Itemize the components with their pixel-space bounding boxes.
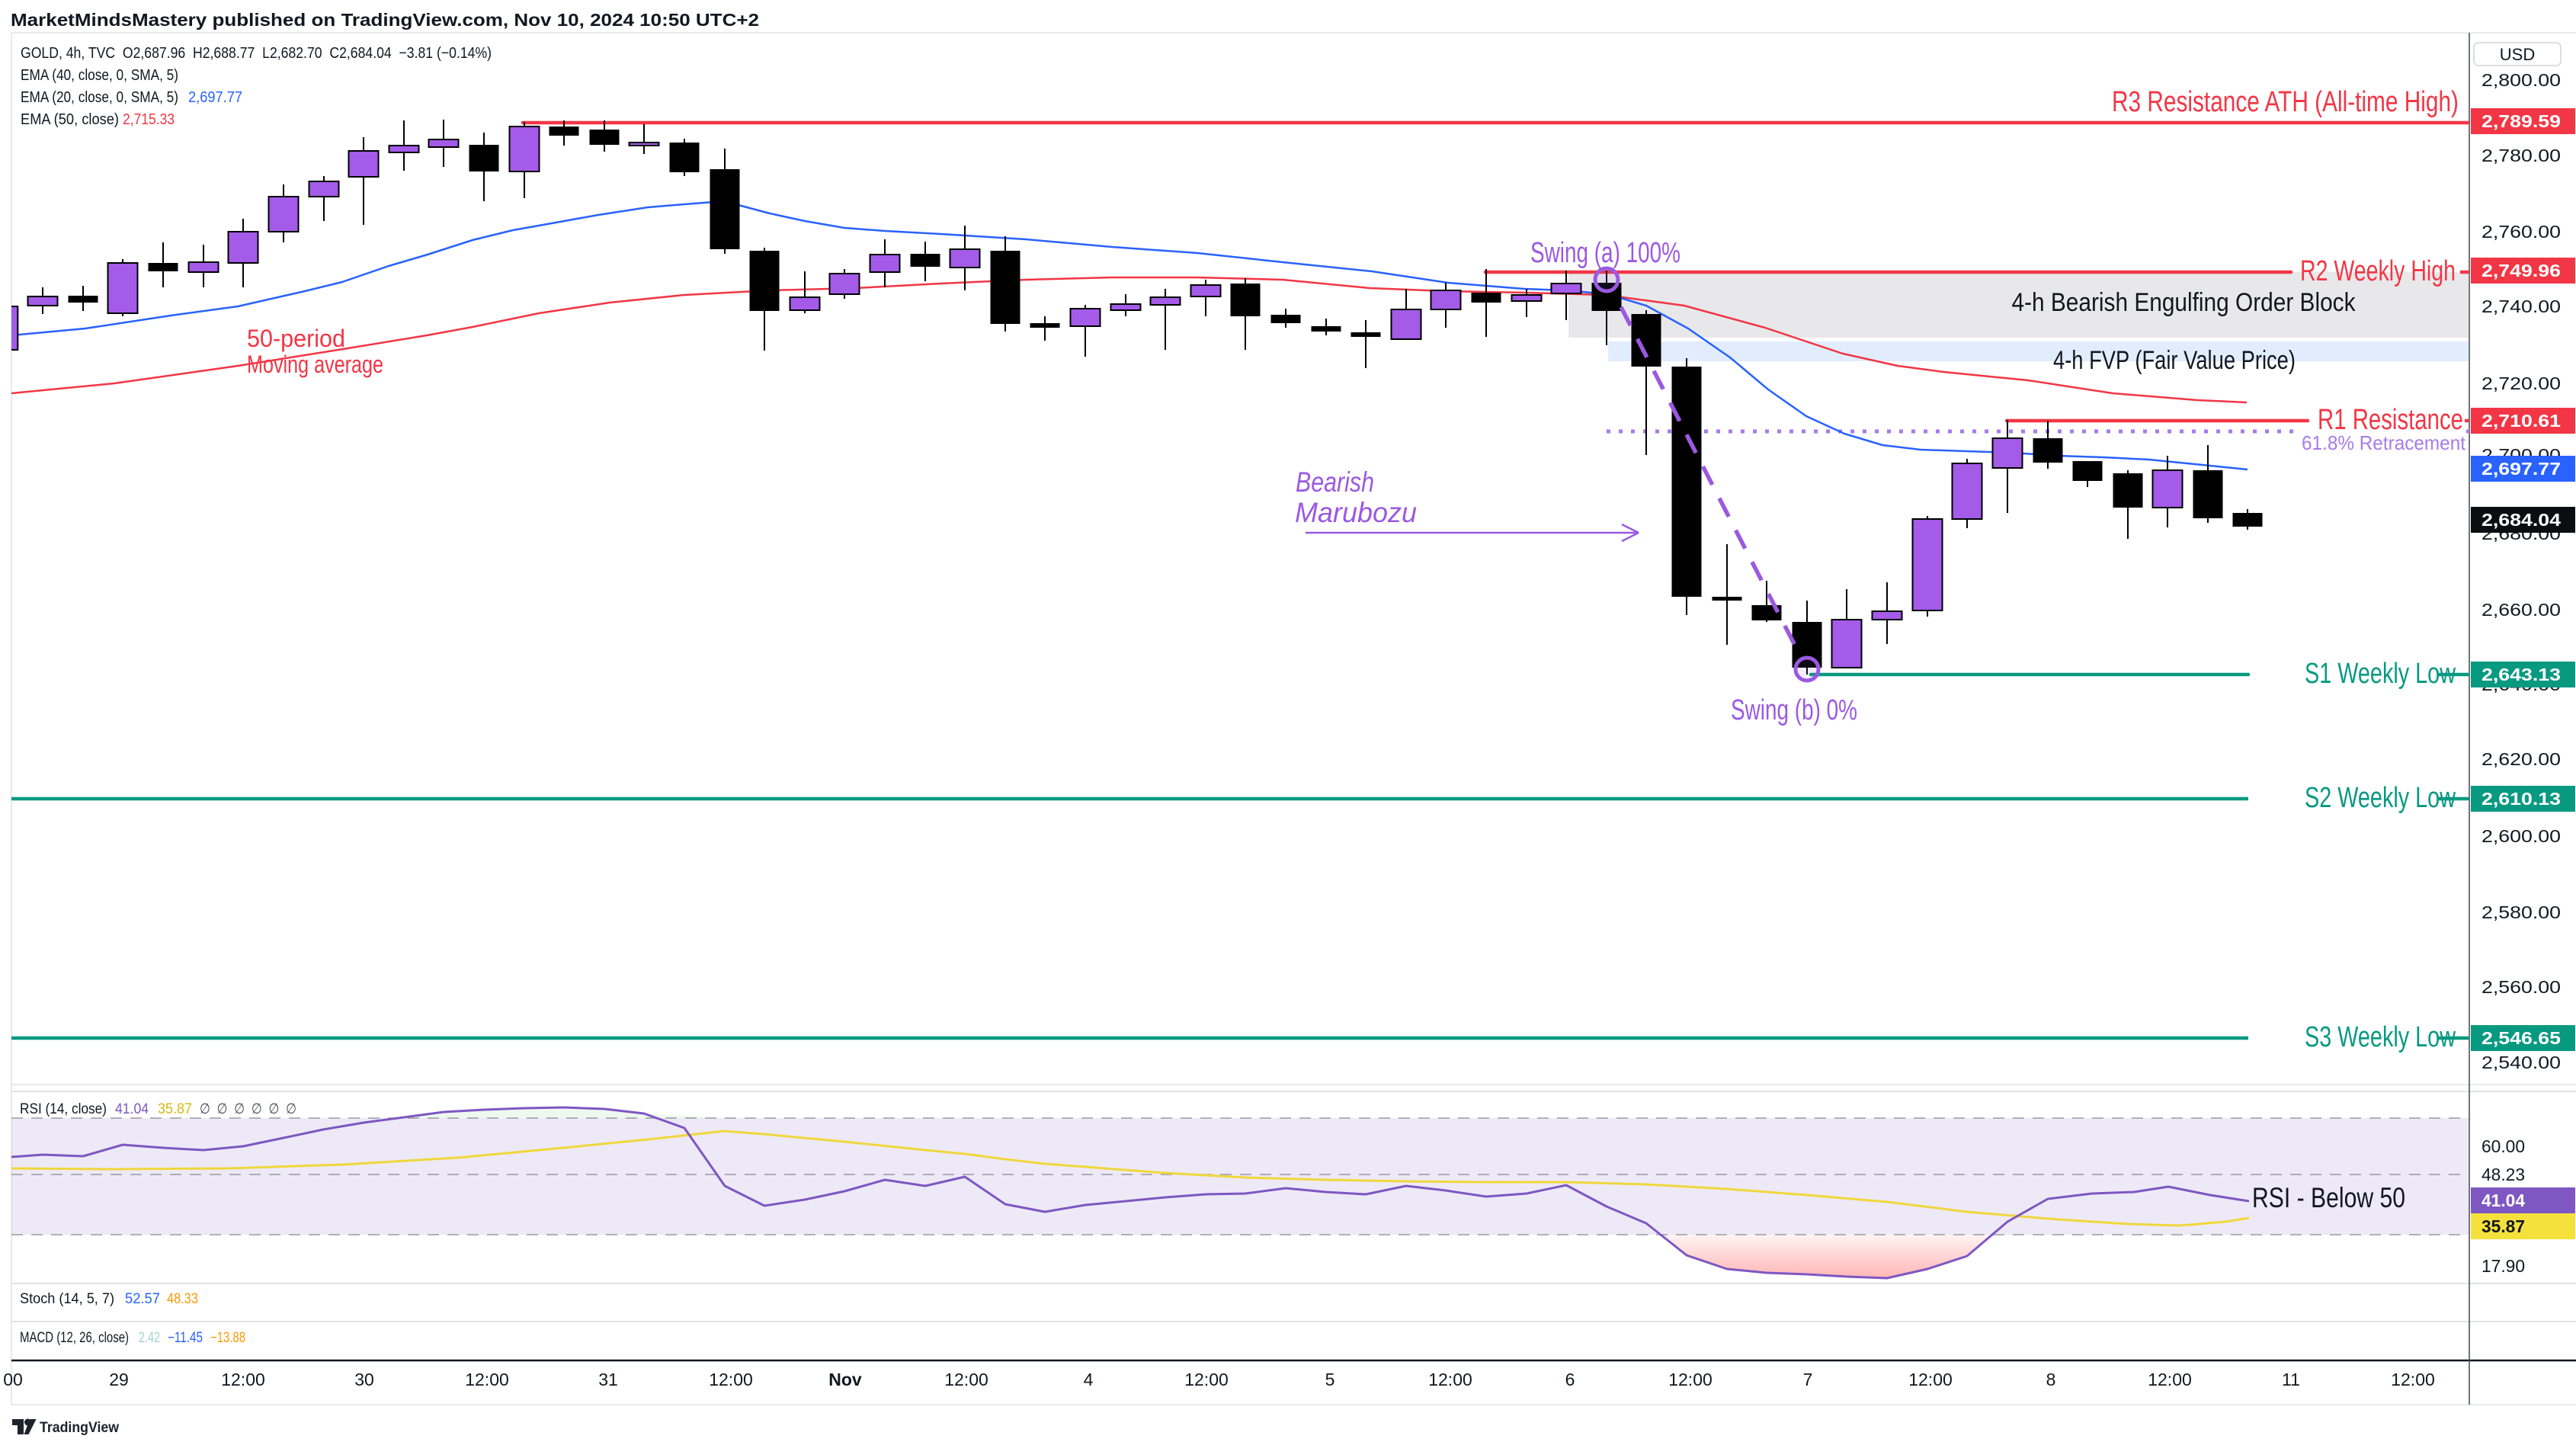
svg-text:12:00: 12:00: [2391, 1370, 2435, 1389]
svg-text:35.87: 35.87: [158, 1101, 192, 1117]
svg-text:EMA (50, close): EMA (50, close): [21, 111, 119, 128]
svg-text:MarketMindsMastery published o: MarketMindsMastery published on TradingV…: [11, 10, 759, 30]
svg-text:4: 4: [1084, 1370, 1094, 1389]
svg-text:2,780.00: 2,780.00: [2481, 146, 2561, 165]
svg-text:R1 Resistance: R1 Resistance: [2318, 404, 2463, 436]
svg-text:61.8% Retracement: 61.8% Retracement: [2302, 431, 2466, 454]
svg-text:2.42: 2.42: [139, 1330, 160, 1346]
svg-text:2,620.00: 2,620.00: [2481, 749, 2561, 769]
svg-text:2,660.00: 2,660.00: [2481, 600, 2561, 620]
svg-text:2,610.13: 2,610.13: [2481, 789, 2561, 809]
svg-text:41.04: 41.04: [2481, 1190, 2525, 1210]
svg-text:MACD (12, 26, close): MACD (12, 26, close): [20, 1330, 129, 1346]
svg-text:41.04: 41.04: [115, 1101, 149, 1117]
svg-text:12:00: 12:00: [709, 1370, 753, 1389]
svg-text:2,697.77: 2,697.77: [2481, 459, 2561, 479]
svg-text:2,710.61: 2,710.61: [2481, 411, 2561, 431]
svg-text:EMA (20, close, 0, SMA, 5): EMA (20, close, 0, SMA, 5): [21, 89, 178, 106]
svg-text:2,540.00: 2,540.00: [2481, 1053, 2561, 1072]
svg-text:4-h FVP (Fair Value Price): 4-h FVP (Fair Value Price): [2053, 346, 2296, 375]
svg-text:12:00: 12:00: [1184, 1370, 1229, 1389]
svg-text:2,560.00: 2,560.00: [2481, 977, 2561, 997]
svg-text:Nov: Nov: [828, 1370, 862, 1389]
svg-text:52.57: 52.57: [125, 1291, 160, 1307]
svg-text:2,720.00: 2,720.00: [2481, 373, 2561, 393]
svg-text:17.90: 17.90: [2481, 1256, 2525, 1276]
svg-text:8: 8: [2046, 1370, 2056, 1389]
svg-text:12:00: 12:00: [2148, 1370, 2192, 1389]
svg-text:12:00: 12:00: [1908, 1370, 1953, 1389]
svg-text:30: 30: [354, 1370, 374, 1389]
svg-text:S1 Weekly Low: S1 Weekly Low: [2305, 658, 2456, 690]
svg-text:48.33: 48.33: [167, 1291, 198, 1307]
svg-text:R2 Weekly High: R2 Weekly High: [2300, 255, 2456, 287]
svg-text:6: 6: [1565, 1370, 1575, 1389]
svg-text:12:00: 12:00: [944, 1370, 988, 1389]
svg-text:Moving average: Moving average: [247, 351, 383, 378]
svg-text:12:00: 12:00: [1668, 1370, 1713, 1389]
svg-text:EMA (40, close, 0, SMA, 5): EMA (40, close, 0, SMA, 5): [21, 67, 178, 84]
svg-text:USD: USD: [2500, 45, 2535, 64]
svg-text:12:00: 12:00: [221, 1370, 265, 1389]
svg-text:2,600.00: 2,600.00: [2481, 826, 2561, 846]
svg-text:Stoch (14, 5, 7): Stoch (14, 5, 7): [20, 1291, 114, 1307]
svg-text:2,740.00: 2,740.00: [2481, 296, 2561, 316]
svg-text:Swing (b) 0%: Swing (b) 0%: [1731, 694, 1857, 726]
svg-text:12:00: 12:00: [1428, 1370, 1472, 1389]
svg-text:2,760.00: 2,760.00: [2481, 222, 2561, 242]
svg-text:5: 5: [1325, 1370, 1335, 1389]
svg-text:35.87: 35.87: [2481, 1216, 2525, 1236]
svg-text:00: 00: [3, 1370, 23, 1389]
svg-text:Swing (a) 100%: Swing (a) 100%: [1530, 237, 1680, 269]
svg-text:2,800.00: 2,800.00: [2481, 70, 2561, 90]
svg-text:∅ ∅ ∅ ∅ ∅ ∅: ∅ ∅ ∅ ∅ ∅ ∅: [200, 1101, 296, 1117]
svg-text:2,697.77: 2,697.77: [188, 89, 242, 106]
svg-text:11: 11: [2282, 1370, 2300, 1389]
svg-text:S2 Weekly Low: S2 Weekly Low: [2305, 782, 2456, 814]
svg-text:RSI (14, close): RSI (14, close): [20, 1101, 107, 1117]
svg-text:2,749.96: 2,749.96: [2481, 261, 2561, 280]
svg-text:−13.88: −13.88: [210, 1330, 245, 1346]
svg-text:GOLD, 4h, TVC O2,687.96 H2,6: GOLD, 4h, TVC O2,687.96 H2,688.77 L2,682…: [21, 45, 492, 62]
svg-text:Marubozu: Marubozu: [1295, 497, 1417, 528]
svg-text:2,684.04: 2,684.04: [2481, 510, 2561, 530]
svg-text:TradingView: TradingView: [40, 1420, 119, 1436]
svg-text:29: 29: [109, 1370, 129, 1389]
svg-text:2,643.13: 2,643.13: [2481, 665, 2561, 684]
svg-text:2,715.33: 2,715.33: [123, 111, 175, 128]
svg-text:48.23: 48.23: [2481, 1165, 2525, 1184]
svg-text:50-period: 50-period: [247, 325, 345, 352]
svg-text:RSI - Below 50: RSI - Below 50: [2252, 1182, 2405, 1213]
svg-text:12:00: 12:00: [465, 1370, 509, 1389]
svg-text:2,789.59: 2,789.59: [2481, 111, 2561, 131]
svg-text:2,580.00: 2,580.00: [2481, 902, 2561, 922]
svg-text:S3 Weekly Low: S3 Weekly Low: [2305, 1021, 2456, 1053]
svg-text:4-h Bearish Engulfing Order Bl: 4-h Bearish Engulfing Order Block: [2012, 288, 2357, 317]
svg-text:−11.45: −11.45: [168, 1330, 203, 1346]
svg-text:31: 31: [598, 1370, 618, 1389]
svg-text:7: 7: [1803, 1370, 1813, 1389]
svg-text:R3 Resistance ATH (All-time Hi: R3 Resistance ATH (All-time High): [2112, 86, 2459, 118]
svg-text:60.00: 60.00: [2481, 1136, 2525, 1156]
svg-text:2,546.65: 2,546.65: [2481, 1028, 2561, 1048]
svg-text:Bearish: Bearish: [1296, 466, 1374, 498]
